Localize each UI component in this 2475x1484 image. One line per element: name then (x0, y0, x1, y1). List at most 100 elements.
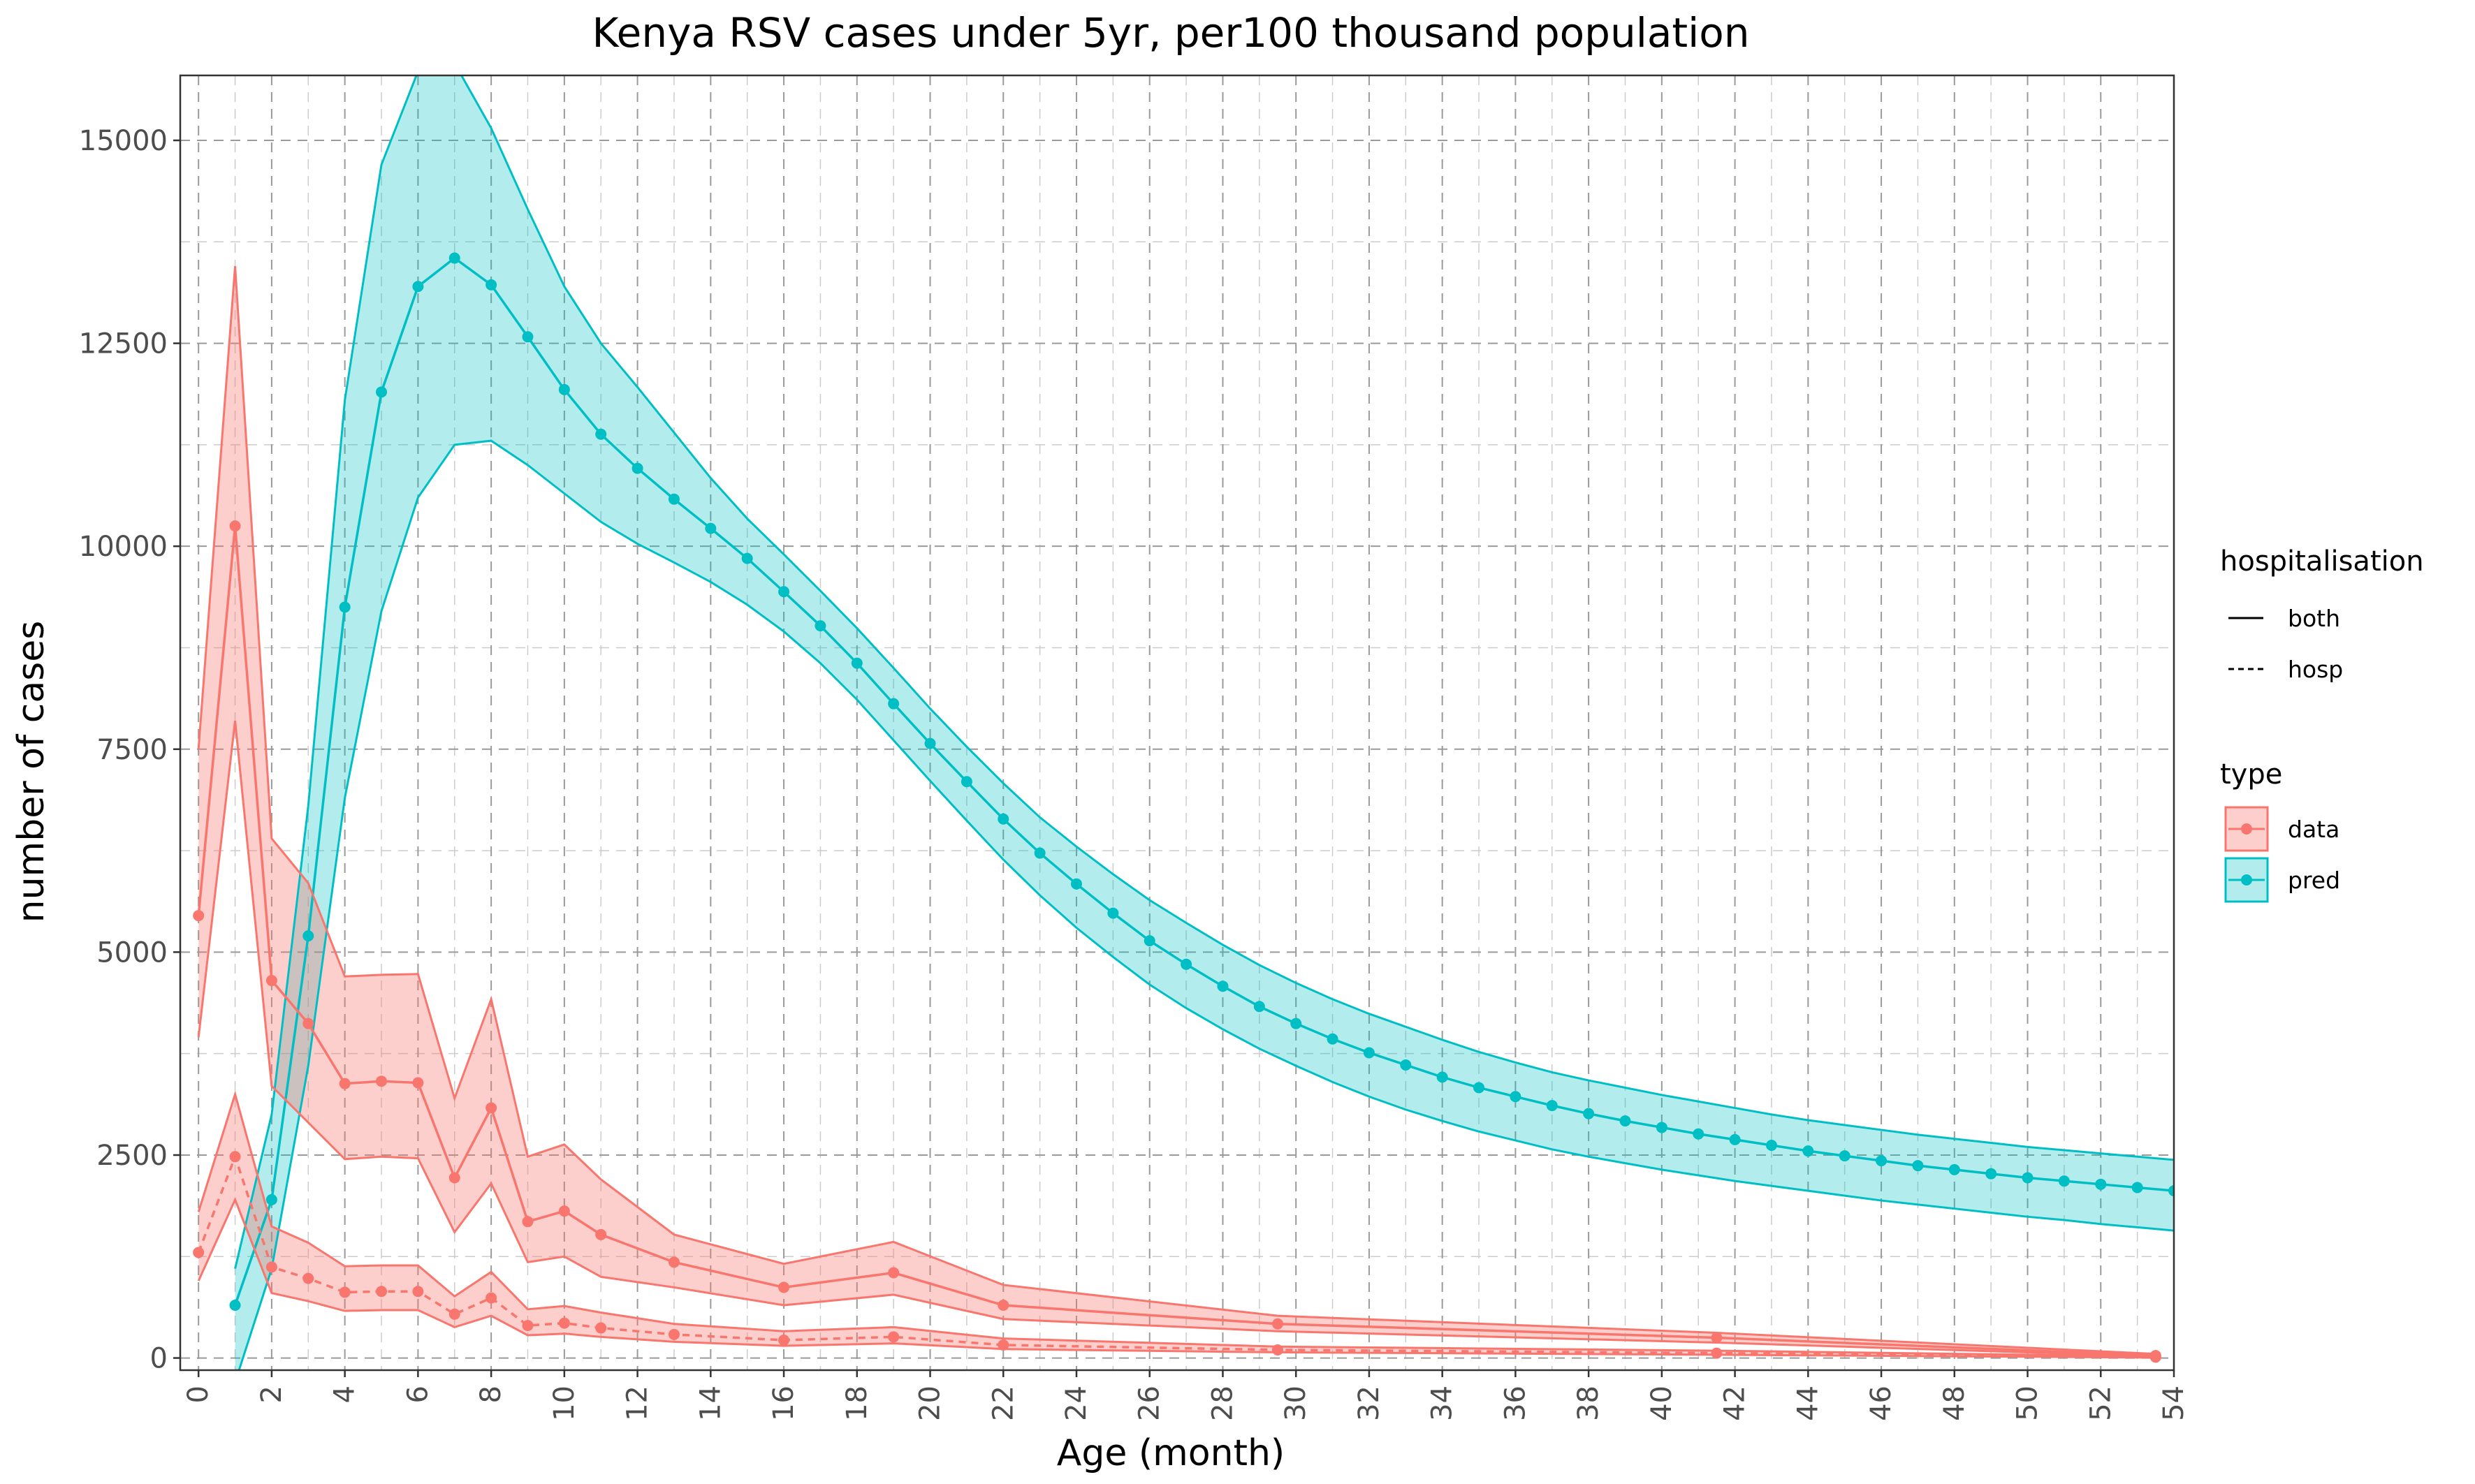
series-pred-both-point (815, 620, 826, 632)
series-pred-both-point (1181, 958, 1192, 970)
series-pred-both-point (1729, 1133, 1741, 1145)
series-data-hosp-point (302, 1272, 314, 1284)
y-axis-label: number of cases (10, 621, 52, 923)
series-data-both-point (1272, 1318, 1284, 1330)
series-pred-both-point (1912, 1160, 1924, 1172)
legend: hospitalisation both hosp type data pred (2220, 545, 2424, 903)
series-data-both-band-upper (197, 266, 2156, 1356)
series-pred-both-point (1619, 1115, 1631, 1127)
series-data-both-band-lower (197, 720, 2156, 1358)
series-data-both-point (778, 1281, 790, 1293)
series-data-both-point (302, 1018, 314, 1029)
x-tick-label: 2 (256, 1386, 288, 1403)
series-pred-both-point (1876, 1155, 1888, 1167)
x-tick-label: 4 (329, 1386, 361, 1403)
series-data-hosp-point (558, 1317, 570, 1329)
series-data-hosp-point (888, 1331, 900, 1343)
series-pred-both-point (1436, 1071, 1448, 1083)
x-tick-label: 18 (841, 1386, 873, 1421)
series-pred-both-point (522, 331, 534, 343)
legend-label-both: both (2288, 605, 2340, 632)
series-pred-both-point (998, 813, 1009, 825)
series-data-hosp-point (2149, 1351, 2161, 1363)
series-pred-both-point (229, 1300, 241, 1312)
series-data-both-point (485, 1102, 497, 1114)
series-data-both-point (193, 910, 205, 922)
series-pred-both-point (851, 657, 863, 669)
series-points (193, 252, 2174, 1363)
x-tick-label: 32 (1353, 1386, 1385, 1421)
series-data-hosp-point (522, 1320, 534, 1332)
x-axis-ticks: 0 2 4 6 8 10 12 14 16 18 20 22 24 26 28 30 32 34 36 38 40 42 4… (182, 1370, 2190, 1421)
legend-title-hospitalisation: hospitalisation (2220, 545, 2424, 578)
x-tick-label: 42 (1719, 1386, 1751, 1421)
y-tick-label: 12500 (79, 328, 168, 360)
series-pred-both-point (2095, 1178, 2107, 1190)
series-data-both-point (595, 1228, 607, 1240)
series-pred-both-point (1144, 935, 1155, 947)
series-data-hosp-point (376, 1286, 388, 1298)
series-pred-both-band-upper (234, 75, 2174, 1270)
series-data-both-point (265, 975, 277, 987)
legend-label-hosp: hosp (2288, 656, 2343, 683)
series-pred-both-point (1656, 1122, 1667, 1133)
series-pred-both-band-lower (238, 439, 2174, 1370)
x-tick-label: 20 (914, 1386, 947, 1421)
series-data-hosp-point (412, 1286, 424, 1298)
series-data-hosp-band-upper (197, 1090, 2156, 1358)
series-pred-both-point (2058, 1175, 2070, 1187)
series-pred-both-point (1802, 1145, 1814, 1157)
x-tick-label: 24 (1060, 1386, 1093, 1421)
series-pred-both-point (558, 383, 570, 395)
series-data-hosp-point (998, 1339, 1009, 1351)
series-pred-both-point (741, 552, 753, 564)
x-tick-label: 46 (1865, 1386, 1897, 1421)
series-pred-both-point (888, 698, 900, 710)
chart-title: Kenya RSV cases under 5yr, per100 thousa… (592, 9, 1750, 57)
series-pred-both-point (485, 279, 497, 291)
series-data-both-point (412, 1077, 424, 1089)
series-pred-both-line (233, 256, 2174, 1306)
series-pred-both-point (2022, 1172, 2034, 1184)
series-data-both-point (448, 1172, 460, 1184)
x-tick-label: 52 (2085, 1386, 2117, 1421)
series-pred-both-point (1583, 1108, 1595, 1119)
x-tick-label: 38 (1572, 1386, 1605, 1421)
series-data-both-point (1711, 1332, 1723, 1344)
series-pred-both-point (302, 930, 314, 942)
series-pred-both-point (1693, 1128, 1704, 1140)
series-pred-both-point (924, 737, 936, 749)
series-data-hosp-point (485, 1292, 497, 1304)
series-pred-both-point (376, 386, 388, 398)
series-pred-both-point (1948, 1163, 1960, 1175)
y-tick-label: 7500 (96, 734, 168, 766)
series-data-both-point (376, 1075, 388, 1087)
plot-panel-border (179, 74, 2175, 1372)
series-data-both-point (229, 520, 241, 532)
x-tick-label: 6 (402, 1386, 434, 1403)
series-pred-both-point (448, 252, 460, 264)
x-tick-label: 36 (1499, 1386, 1531, 1421)
series-data-hosp-point (778, 1334, 790, 1346)
y-tick-label: 0 (150, 1343, 168, 1375)
x-tick-label: 22 (987, 1386, 1019, 1421)
series-data-both-point (998, 1300, 1009, 1312)
legend-key-data-point (2241, 823, 2252, 835)
y-axis-ticks: 0 2500 5000 7500 10000 12500 15000 (79, 125, 180, 1375)
series-data-hosp-point (595, 1322, 607, 1334)
series-pred-both-point (668, 493, 680, 505)
series-pred-both-point (631, 462, 643, 474)
series-data-hosp-point (193, 1247, 205, 1258)
series-data-hosp-point (448, 1308, 460, 1320)
x-tick-label: 44 (1792, 1386, 1824, 1421)
y-tick-label: 5000 (96, 936, 168, 969)
series-data-hosp-point (668, 1328, 680, 1340)
series-pred-both-point (1985, 1168, 1997, 1180)
series-pred-both-point (339, 601, 351, 613)
x-tick-label: 50 (2012, 1386, 2044, 1421)
series-pred-both-point (705, 522, 717, 534)
legend-key-pred-point (2241, 874, 2252, 886)
series-data-both-point (339, 1078, 351, 1089)
x-tick-label: 0 (182, 1386, 214, 1403)
